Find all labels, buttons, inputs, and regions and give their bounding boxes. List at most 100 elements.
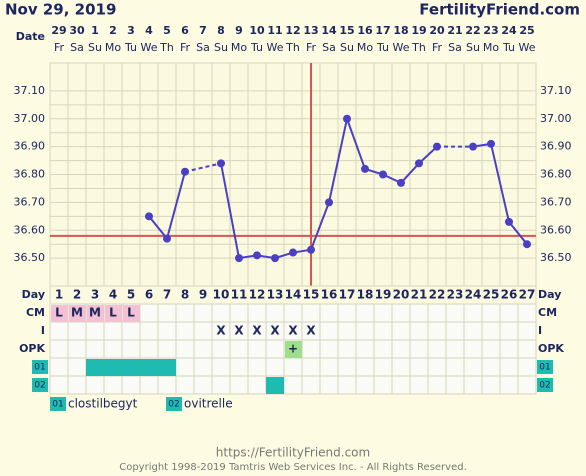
entry: L xyxy=(109,306,117,320)
entry: X xyxy=(252,324,262,338)
weekday: Tu xyxy=(124,41,137,54)
date: 12 xyxy=(285,24,300,37)
temperature-point xyxy=(217,159,225,168)
weekday: Tu xyxy=(250,41,263,54)
footer-url: https://FertilityFriend.com xyxy=(216,446,370,460)
day-label-right: Day xyxy=(538,288,561,301)
legend-name: ovitrelle xyxy=(184,397,233,411)
day-number: 9 xyxy=(199,288,207,302)
temperature-point xyxy=(289,248,297,257)
med-day xyxy=(140,359,158,376)
y-tick-label: 36.90 xyxy=(14,140,46,153)
med-code-right: 01 xyxy=(539,363,550,373)
y-tick-label-right: 36.50 xyxy=(540,251,572,264)
med-code-box xyxy=(32,360,48,374)
date: 18 xyxy=(393,24,408,37)
row-label: I xyxy=(41,324,45,337)
day-number: 21 xyxy=(411,288,428,302)
entry: X xyxy=(234,324,244,338)
entry-cell xyxy=(69,305,86,322)
weekday: Sa xyxy=(70,41,84,54)
y-tick-label-right: 36.70 xyxy=(540,195,572,208)
date: 25 xyxy=(519,24,534,37)
date: 20 xyxy=(429,24,445,37)
temperature-point xyxy=(145,212,153,221)
temperature-point xyxy=(325,198,333,207)
day-number: 16 xyxy=(321,288,338,302)
day-number: 20 xyxy=(393,288,410,302)
date: 10 xyxy=(249,24,265,37)
med-day xyxy=(266,377,284,394)
day-number: 24 xyxy=(465,288,482,302)
entry-cell xyxy=(123,305,140,322)
entry: L xyxy=(55,306,63,320)
weekday: Fr xyxy=(180,41,191,54)
entry: + xyxy=(288,342,298,356)
entry: X xyxy=(216,324,226,338)
date: 24 xyxy=(501,24,517,37)
med-day xyxy=(86,359,104,376)
temperature-point xyxy=(379,170,387,179)
weekday: Fr xyxy=(54,41,65,54)
entry: X xyxy=(288,324,298,338)
date: 23 xyxy=(483,24,498,37)
date: 9 xyxy=(235,24,243,37)
med-code-box-right xyxy=(537,378,553,392)
date: 7 xyxy=(199,24,207,37)
temperature-point xyxy=(235,254,243,263)
y-tick-label: 36.70 xyxy=(14,195,46,208)
date: 16 xyxy=(357,24,373,37)
entry: L xyxy=(127,306,135,320)
legend-code-box xyxy=(166,397,182,411)
chart-date: Nov 29, 2019 xyxy=(5,1,116,19)
day-number: 23 xyxy=(447,288,464,302)
day-row-bg xyxy=(49,285,537,305)
weekday: Mo xyxy=(483,41,499,54)
day-number: 15 xyxy=(303,288,320,302)
y-tick-label-right: 37.10 xyxy=(540,84,572,97)
temperature-point xyxy=(253,251,261,260)
temperature-point xyxy=(505,217,513,226)
med-code: 02 xyxy=(34,381,45,391)
med-day xyxy=(104,359,122,376)
date: 30 xyxy=(69,24,85,37)
row-label-right: I xyxy=(538,324,542,337)
y-tick-label-right: 37.00 xyxy=(540,112,572,125)
y-tick-label: 37.10 xyxy=(14,84,46,97)
y-tick-label: 36.80 xyxy=(14,168,46,181)
date: 1 xyxy=(91,24,99,37)
legend-code-box xyxy=(50,397,66,411)
weekday: Mo xyxy=(231,41,247,54)
date: 2 xyxy=(109,24,117,37)
day-number: 7 xyxy=(163,288,171,302)
entry-cell xyxy=(105,305,122,322)
day-number: 13 xyxy=(267,288,284,302)
y-tick-label: 36.60 xyxy=(14,223,46,236)
day-number: 6 xyxy=(145,288,153,302)
med-code-box-right xyxy=(537,360,553,374)
day-number: 12 xyxy=(249,288,266,302)
day-number: 10 xyxy=(213,288,230,302)
date: 21 xyxy=(447,24,462,37)
temperature-point xyxy=(181,167,189,176)
legend-code: 02 xyxy=(168,400,179,410)
day-number: 2 xyxy=(73,288,81,302)
date-label: Date xyxy=(16,30,45,43)
day-number: 25 xyxy=(483,288,500,302)
med-code: 01 xyxy=(34,363,45,373)
weekday: Th xyxy=(285,41,300,54)
entry-cell xyxy=(285,341,302,358)
entry: X xyxy=(270,324,280,338)
day-label: Day xyxy=(22,288,45,301)
weekday: We xyxy=(267,41,284,54)
site-name: FertilityFriend.com xyxy=(419,1,580,19)
weekday: Sa xyxy=(196,41,210,54)
weekday: Mo xyxy=(357,41,373,54)
weekday: Su xyxy=(88,41,102,54)
day-number: 8 xyxy=(181,288,189,302)
med-code-box xyxy=(32,378,48,392)
weekday: We xyxy=(519,41,536,54)
temperature-point xyxy=(307,245,315,254)
weekday: Th xyxy=(159,41,174,54)
date: 6 xyxy=(181,24,189,37)
